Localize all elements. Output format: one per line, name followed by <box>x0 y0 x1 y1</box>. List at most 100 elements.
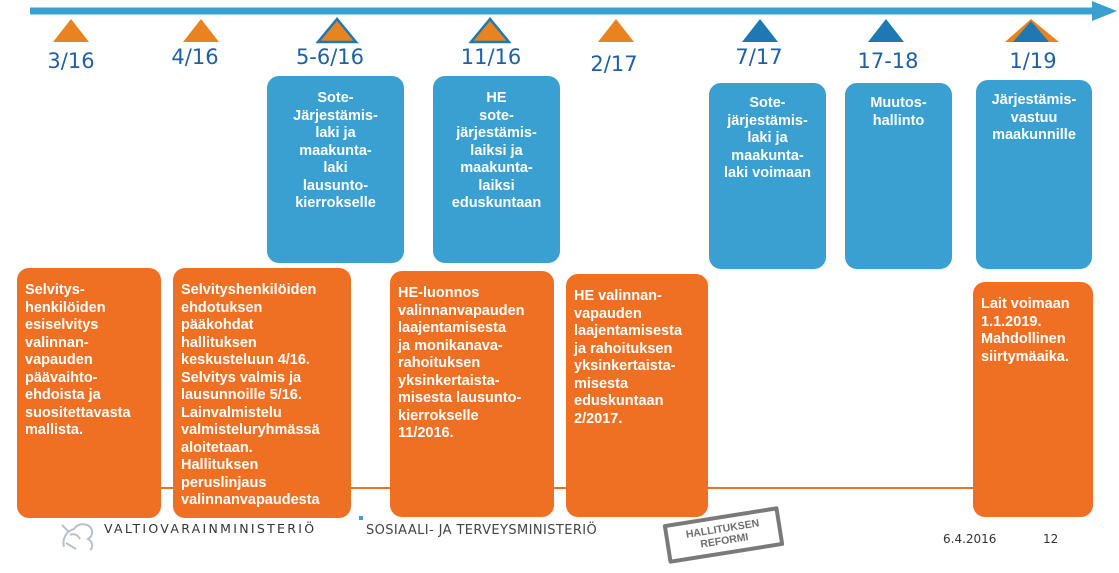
box-line: maakunta- <box>460 160 533 176</box>
box-line: maakunta- <box>299 142 372 159</box>
box-line: Muutos- <box>870 95 927 111</box>
box-line: yksinkertaista- <box>574 358 676 374</box>
box-line: ja rahoituksen <box>574 340 673 357</box>
box-line: valinnanvapauden <box>398 302 525 319</box>
box-line: Järjestämis- <box>991 92 1077 108</box>
box-line: Mahdollinen <box>981 331 1066 347</box>
box-line: ehdoista ja <box>25 387 101 403</box>
box-line: HE-luonnos <box>398 285 480 301</box>
box-line: laiksi ja <box>470 142 523 159</box>
box-line: laiksi <box>478 177 515 194</box>
box-line: Hallituksen <box>181 457 259 473</box>
box-line: järjestämis- <box>727 112 808 129</box>
blue-box-17-18: Muutos- hallinto <box>845 83 952 269</box>
box-line: mallista. <box>25 422 84 438</box>
box-line: sote- <box>479 107 514 124</box>
box-line: kierrokselle <box>295 195 376 211</box>
box-line: peruslinjaus <box>181 474 267 491</box>
milestone-label: 5-6/16 <box>295 45 365 69</box>
box-line: laajentamisesta <box>398 320 507 336</box>
box-line: misesta lausunto- <box>398 390 522 406</box>
box-line: laajentamisesta <box>574 323 683 339</box>
box-line: keskusteluun 4/16. <box>181 352 310 368</box>
milestone-label: 17-18 <box>857 49 919 73</box>
box-line: vastuu <box>1010 109 1058 126</box>
box-line: misesta <box>574 375 629 392</box>
box-line: 2/2017. <box>574 410 623 427</box>
box-line: eduskuntaan <box>574 393 664 409</box>
milestone-label: 3/16 <box>47 49 95 73</box>
milestone-marker-11-16 <box>468 17 512 44</box>
ministry-name-vm: VALTIOVARAINMINISTERIÖ <box>104 521 317 536</box>
box-line: laki ja <box>747 130 788 146</box>
box-line: Lait voimaan <box>981 296 1070 312</box>
orange-box-4-16: Selvityshenkilöiden ehdotuksen pääkohdat… <box>173 268 351 518</box>
box-line: yksinkertaista- <box>398 372 500 389</box>
box-line: henkilöiden <box>25 299 106 316</box>
box-line: Lainvalmistelu <box>181 404 282 421</box>
box-line: valinnanvapaudesta <box>181 492 320 508</box>
blue-box-1-19: Järjestämis- vastuu maakunnille <box>976 80 1092 269</box>
box-line: 1.1.2019. <box>981 313 1042 330</box>
box-line: laki voimaan <box>723 165 812 181</box>
lion-crest-icon <box>61 523 94 551</box>
milestone-markers <box>53 17 1059 44</box>
slide-date: 6.4.2016 <box>943 532 997 546</box>
timeline-arrow <box>30 1 1117 21</box>
blue-box-7-17: Sote- järjestämis- laki ja maakunta- lak… <box>709 83 826 269</box>
box-line: ja monikanava- <box>398 337 503 354</box>
box-line: HE <box>486 90 507 106</box>
box-line: kierrokselle <box>398 407 479 424</box>
milestone-label: 2/17 <box>590 52 638 76</box>
box-line: aloitetaan. <box>181 439 253 456</box>
box-line: järjestämis- <box>456 125 537 141</box>
box-line: valmisteluryhmässä <box>181 422 320 438</box>
box-line: pääkohdat <box>181 317 254 333</box>
milestone-marker-7-17 <box>742 19 778 42</box>
milestone-marker-2-17 <box>598 19 634 42</box>
box-line: siirtymäaika. <box>981 348 1069 365</box>
milestone-label: 11/16 <box>460 45 522 69</box>
milestone-marker-5-6-16 <box>315 17 359 44</box>
box-line: eduskuntaan <box>451 195 542 211</box>
slide-page-number: 12 <box>1043 532 1059 546</box>
blue-box-11-16: HE sote- järjestämis- laiksi ja maakunta… <box>433 76 560 263</box>
milestone-label: 4/16 <box>171 45 219 69</box>
box-line: lausunto- <box>302 177 369 194</box>
milestone-marker-17-18 <box>868 19 904 42</box>
box-line: hallinto <box>872 112 925 129</box>
box-line: maakunnille <box>992 127 1076 143</box>
box-line: Sote- <box>749 95 786 111</box>
box-line: hallituksen <box>181 334 257 351</box>
box-line: laki <box>323 160 348 176</box>
box-line: lausunnoille 5/16. <box>181 387 302 403</box>
milestone-marker-1-19-blue <box>1013 21 1049 42</box>
box-line: laki ja <box>315 125 356 141</box>
milestone-label: 1/19 <box>1009 49 1057 73</box>
box-line: Selvityshenkilöiden <box>181 282 317 298</box>
box-line: maakunta- <box>731 147 804 164</box>
box-line: vapauden <box>25 352 93 368</box>
milestone-marker-3-16 <box>53 19 89 42</box>
milestone-label: 7/17 <box>735 45 783 69</box>
box-line: Selvitys- <box>25 282 85 298</box>
box-line: päävaihto- <box>25 369 98 386</box>
box-line: valinnan- <box>25 334 89 351</box>
box-line: Sote- <box>317 90 354 106</box>
box-line: ehdotuksen <box>181 299 263 316</box>
orange-box-11-16: HE-luonnos valinnanvapauden laajentamise… <box>390 271 554 517</box>
orange-box-3-16: Selvitys- henkilöiden esiselvitys valinn… <box>17 268 161 518</box>
box-line: Selvitys valmis ja <box>181 369 302 386</box>
milestone-marker-4-16 <box>183 19 219 42</box>
box-line: rahoituksen <box>398 355 481 371</box>
orange-box-1-19: Lait voimaan 1.1.2019. Mahdollinen siirt… <box>973 282 1093 517</box>
orange-box-2-17: HE valinnan- vapauden laajentamisesta ja… <box>566 274 708 517</box>
stm-logo-dot <box>359 516 363 520</box>
blue-box-5-6-16: Sote- Järjestämis- laki ja maakunta- lak… <box>267 76 404 263</box>
ministry-name-stm: SOSIAALI- JA TERVEYSMINISTERIÖ <box>366 523 598 538</box>
box-line: Järjestämis- <box>293 107 378 124</box>
box-line: 11/2016. <box>398 425 454 441</box>
box-line: vapauden <box>574 305 642 322</box>
box-line: esiselvitys <box>25 317 99 333</box>
box-line: suositettavasta <box>25 404 131 421</box>
